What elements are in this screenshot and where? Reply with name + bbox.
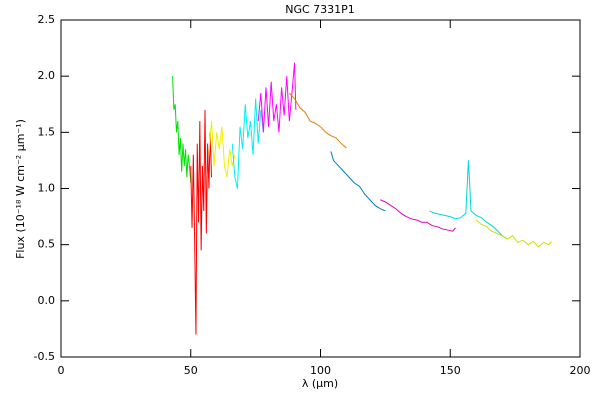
- y-tick-label: -0.5: [34, 350, 55, 363]
- spectrum-line: [429, 160, 508, 240]
- spectrum-line: [190, 109, 213, 335]
- spectrum-line: [172, 76, 192, 183]
- spectrum-line: [330, 151, 386, 212]
- y-tick-label: 0.5: [38, 238, 56, 251]
- x-tick-label: 0: [58, 364, 65, 377]
- y-tick-label: 1.0: [38, 182, 56, 195]
- y-axis-label: Flux (10⁻¹⁸ W cm⁻² μm⁻¹): [14, 119, 27, 259]
- spectrum-line: [257, 62, 297, 133]
- y-tick-label: 0.0: [38, 294, 56, 307]
- chart-title: NGC 7331P1: [285, 3, 355, 16]
- x-tick-label: 200: [570, 364, 591, 377]
- spectrum-line: [475, 219, 552, 248]
- x-axis-label: λ (μm): [302, 377, 338, 390]
- x-tick-label: 50: [184, 364, 198, 377]
- spectrum-line: [208, 121, 236, 178]
- spectrum-line: [379, 199, 456, 232]
- spectrum-line: [231, 98, 264, 189]
- y-tick-label: 1.5: [38, 125, 56, 138]
- x-tick-label: 100: [310, 364, 331, 377]
- x-tick-label: 150: [440, 364, 461, 377]
- y-tick-label: 2.0: [38, 69, 56, 82]
- y-tick-label: 2.5: [38, 13, 56, 26]
- spectrum-line: [288, 92, 347, 149]
